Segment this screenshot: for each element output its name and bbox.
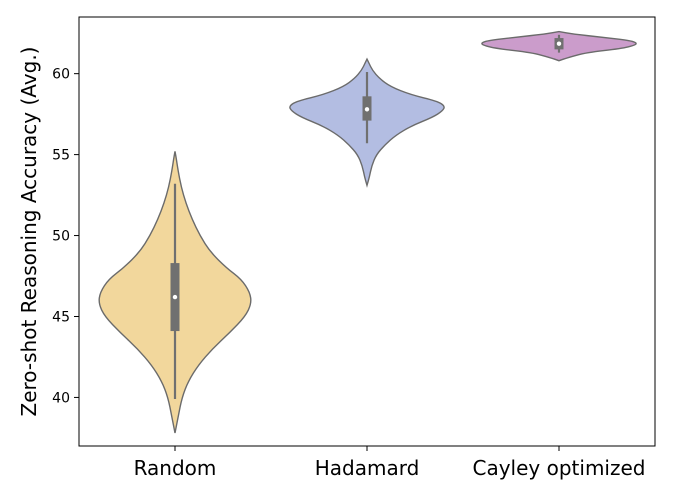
median-dot-hadamard <box>364 107 370 112</box>
median-dot-random <box>172 294 178 300</box>
x-axis-ticks: Random Hadamard Cayley optimized <box>134 446 646 480</box>
y-axis-label: Zero-shot Reasoning Accuracy (Avg.) <box>17 47 41 417</box>
y-tick-label: 55 <box>52 148 70 164</box>
boxplots-group <box>170 34 564 400</box>
x-tick-label: Hadamard <box>315 456 420 480</box>
y-tick-label: 40 <box>52 390 70 406</box>
y-tick-label: 50 <box>52 229 70 245</box>
median-dot-cayley-optimized <box>556 41 562 46</box>
x-tick-label: Random <box>134 456 217 480</box>
x-tick-label: Cayley optimized <box>473 456 646 480</box>
y-tick-label: 60 <box>52 67 70 83</box>
y-axis-ticks: 40 45 50 55 60 <box>52 67 79 406</box>
y-tick-label: 45 <box>52 309 70 325</box>
plot-frame <box>78 16 656 447</box>
